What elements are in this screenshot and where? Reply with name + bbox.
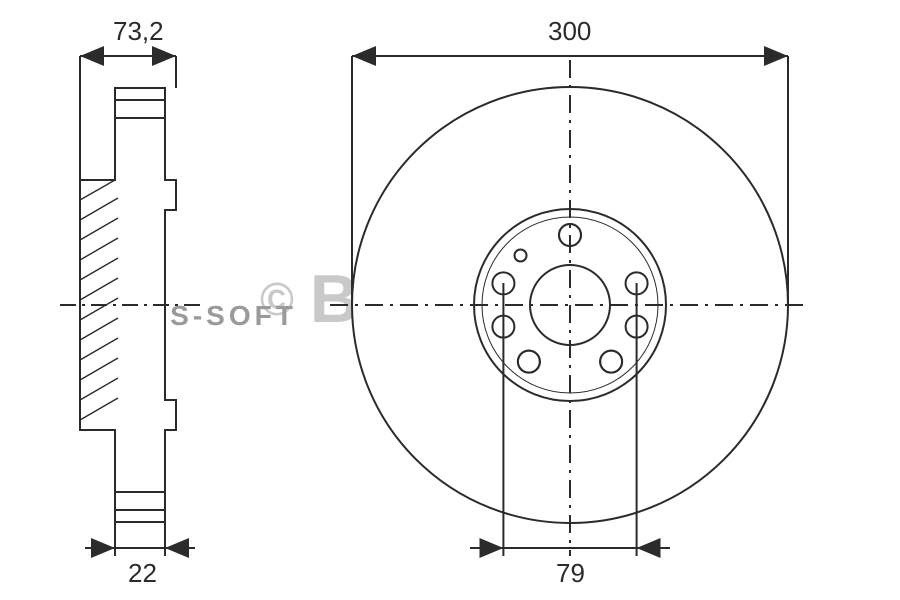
dim-outer-dia: 300 [548, 16, 591, 46]
diagram-root: { "type": "engineering-dimension-drawing… [0, 0, 900, 600]
drawing-svg: 73,2 22 300 79 [0, 0, 900, 600]
dim-side-width: 73,2 [113, 16, 164, 46]
front-view [330, 56, 810, 556]
side-view [60, 56, 200, 556]
dim-bolt-circle: 79 [556, 558, 585, 588]
dim-disc-thickness: 22 [128, 558, 157, 588]
